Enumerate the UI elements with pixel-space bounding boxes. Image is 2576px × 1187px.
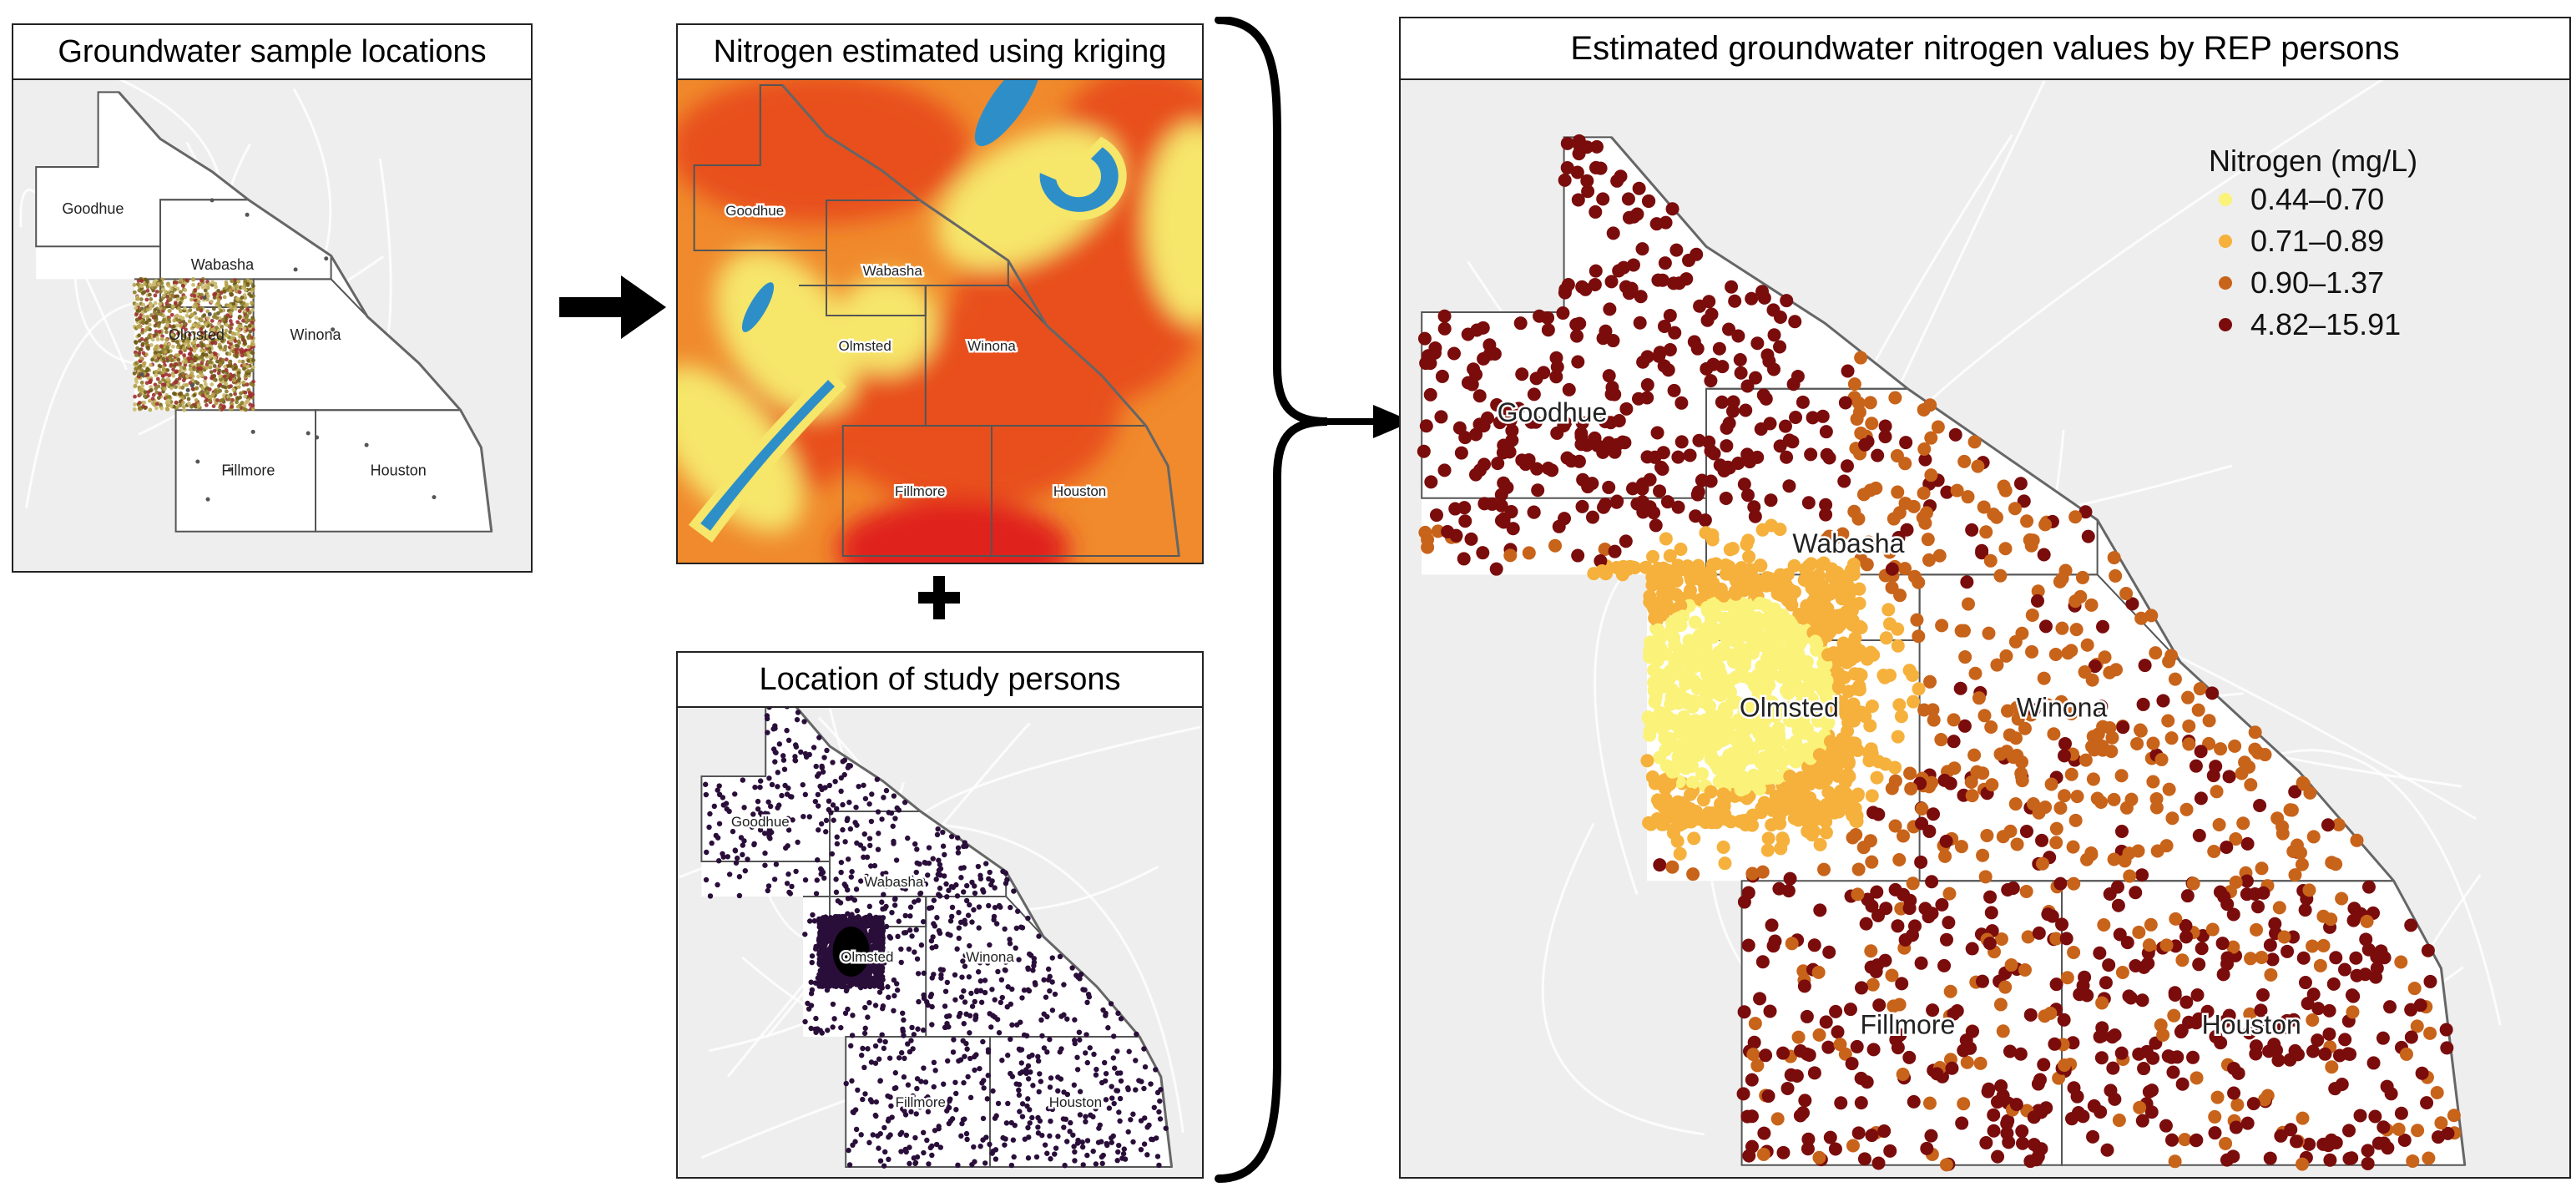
arrow-right-icon xyxy=(559,275,666,339)
county-label-goodhue: Goodhue xyxy=(1498,397,1608,427)
legend-label: 0.71–0.89 xyxy=(2250,224,2385,258)
samples-region xyxy=(36,92,492,532)
legend-swatch xyxy=(2219,276,2232,290)
plus-icon xyxy=(918,576,960,619)
kriging-map: Goodhue Wabasha Olmsted Winona Fillmore Houst… xyxy=(678,57,1202,563)
samples-map: Goodhue Wabasha Olmsted Winona Fillmore Houst… xyxy=(13,57,531,571)
county-label-olmsted: Olmsted xyxy=(841,949,893,965)
county-olmsted-boundary xyxy=(799,285,927,316)
county-label-goodhue: Goodhue xyxy=(62,200,124,217)
legend-swatch xyxy=(2219,318,2232,331)
county-label-winona: Winona xyxy=(967,338,1016,354)
county-label-winona: Winona xyxy=(2017,693,2108,723)
estimated-title: Estimated groundwater nitrogen values by… xyxy=(1399,17,2571,80)
county-label-fillmore: Fillmore xyxy=(1861,1010,1956,1040)
kriging-contours xyxy=(678,65,1202,563)
legend-label: 0.44–0.70 xyxy=(2250,182,2385,216)
legend: Nitrogen (mg/L) 0.44–0.70 0.71–0.89 0.90–1… xyxy=(2197,144,2498,346)
county-label-wabasha: Wabasha xyxy=(863,263,923,279)
legend-item: 0.90–1.37 xyxy=(2197,262,2498,304)
county-label-fillmore: Fillmore xyxy=(895,483,945,499)
persons-title: Location of study persons xyxy=(676,651,1204,708)
estimated-region xyxy=(1422,137,2465,1165)
persons-county-labels: Goodhue Wabasha Olmsted Winona Fillmore Houst… xyxy=(729,812,1104,1113)
county-label-houston: Houston xyxy=(1053,483,1106,499)
samples-points xyxy=(132,198,437,502)
persons-cluster xyxy=(832,927,870,977)
estimated-panel: Goodhue Wabasha Olmsted Winona Fillmore Houst… xyxy=(1399,58,2571,1179)
legend-item: 4.82–15.91 xyxy=(2197,304,2498,346)
county-label-houston: Houston xyxy=(1049,1094,1102,1110)
legend-item: 0.71–0.89 xyxy=(2197,220,2498,262)
legend-swatch xyxy=(2219,235,2232,248)
estimated-points xyxy=(1417,134,2462,1172)
county-label-winona: Winona xyxy=(290,326,341,343)
county-label-olmsted: Olmsted xyxy=(169,326,225,343)
persons-map: Goodhue Wabasha Olmsted Winona Fillmore Houst… xyxy=(678,684,1202,1177)
county-label-wabasha: Wabasha xyxy=(864,874,924,890)
kriging-counties xyxy=(693,84,1180,557)
samples-county-labels: Goodhue Wabasha Olmsted Winona Fillmore Houst… xyxy=(62,200,426,479)
samples-river xyxy=(118,91,493,532)
county-label-houston: Houston xyxy=(371,462,427,479)
county-label-goodhue: Goodhue xyxy=(725,203,784,219)
samples-panel: Goodhue Wabasha Olmsted Winona Fillmore Houst… xyxy=(12,55,533,573)
county-label-olmsted: Olmsted xyxy=(839,338,891,354)
county-label-fillmore: Fillmore xyxy=(221,462,275,479)
kriging-panel: Goodhue Wabasha Olmsted Winona Fillmore Houst… xyxy=(676,55,1204,564)
kriging-title: Nitrogen estimated using kriging xyxy=(676,23,1204,80)
curly-brace-icon xyxy=(1215,17,1412,1183)
estimated-map: Goodhue Wabasha Olmsted Winona Fillmore Houst… xyxy=(1401,60,2569,1177)
county-label-goodhue: Goodhue xyxy=(731,814,790,830)
legend-label: 4.82–15.91 xyxy=(2250,307,2402,341)
legend-item: 0.44–0.70 xyxy=(2197,179,2498,220)
kriging-county-labels: Goodhue Wabasha Olmsted Winona Fillmore Houst… xyxy=(724,201,1109,502)
kriging-low-zones xyxy=(688,58,1127,543)
county-label-olmsted: Olmsted xyxy=(1740,693,1839,723)
estimated-county-labels: Goodhue Wabasha Olmsted Winona Fillmore Houst… xyxy=(1495,396,2303,1043)
samples-title: Groundwater sample locations xyxy=(12,23,533,80)
county-label-fillmore: Fillmore xyxy=(896,1094,946,1110)
county-label-wabasha: Wabasha xyxy=(1792,528,1904,558)
legend-label: 0.90–1.37 xyxy=(2250,265,2385,300)
legend-items: 0.44–0.70 0.71–0.89 0.90–1.37 4.82–15.91 xyxy=(2197,179,2498,346)
samples-counties xyxy=(35,91,493,533)
legend-swatch xyxy=(2219,193,2232,206)
persons-panel: Goodhue Wabasha Olmsted Winona Fillmore Houst… xyxy=(676,683,1204,1179)
kriging-river xyxy=(781,84,1180,557)
county-label-houston: Houston xyxy=(2202,1010,2301,1040)
county-label-winona: Winona xyxy=(966,949,1014,965)
county-label-wabasha: Wabasha xyxy=(191,256,255,273)
persons-points xyxy=(702,695,1169,1169)
legend-title: Nitrogen (mg/L) xyxy=(2209,144,2418,178)
